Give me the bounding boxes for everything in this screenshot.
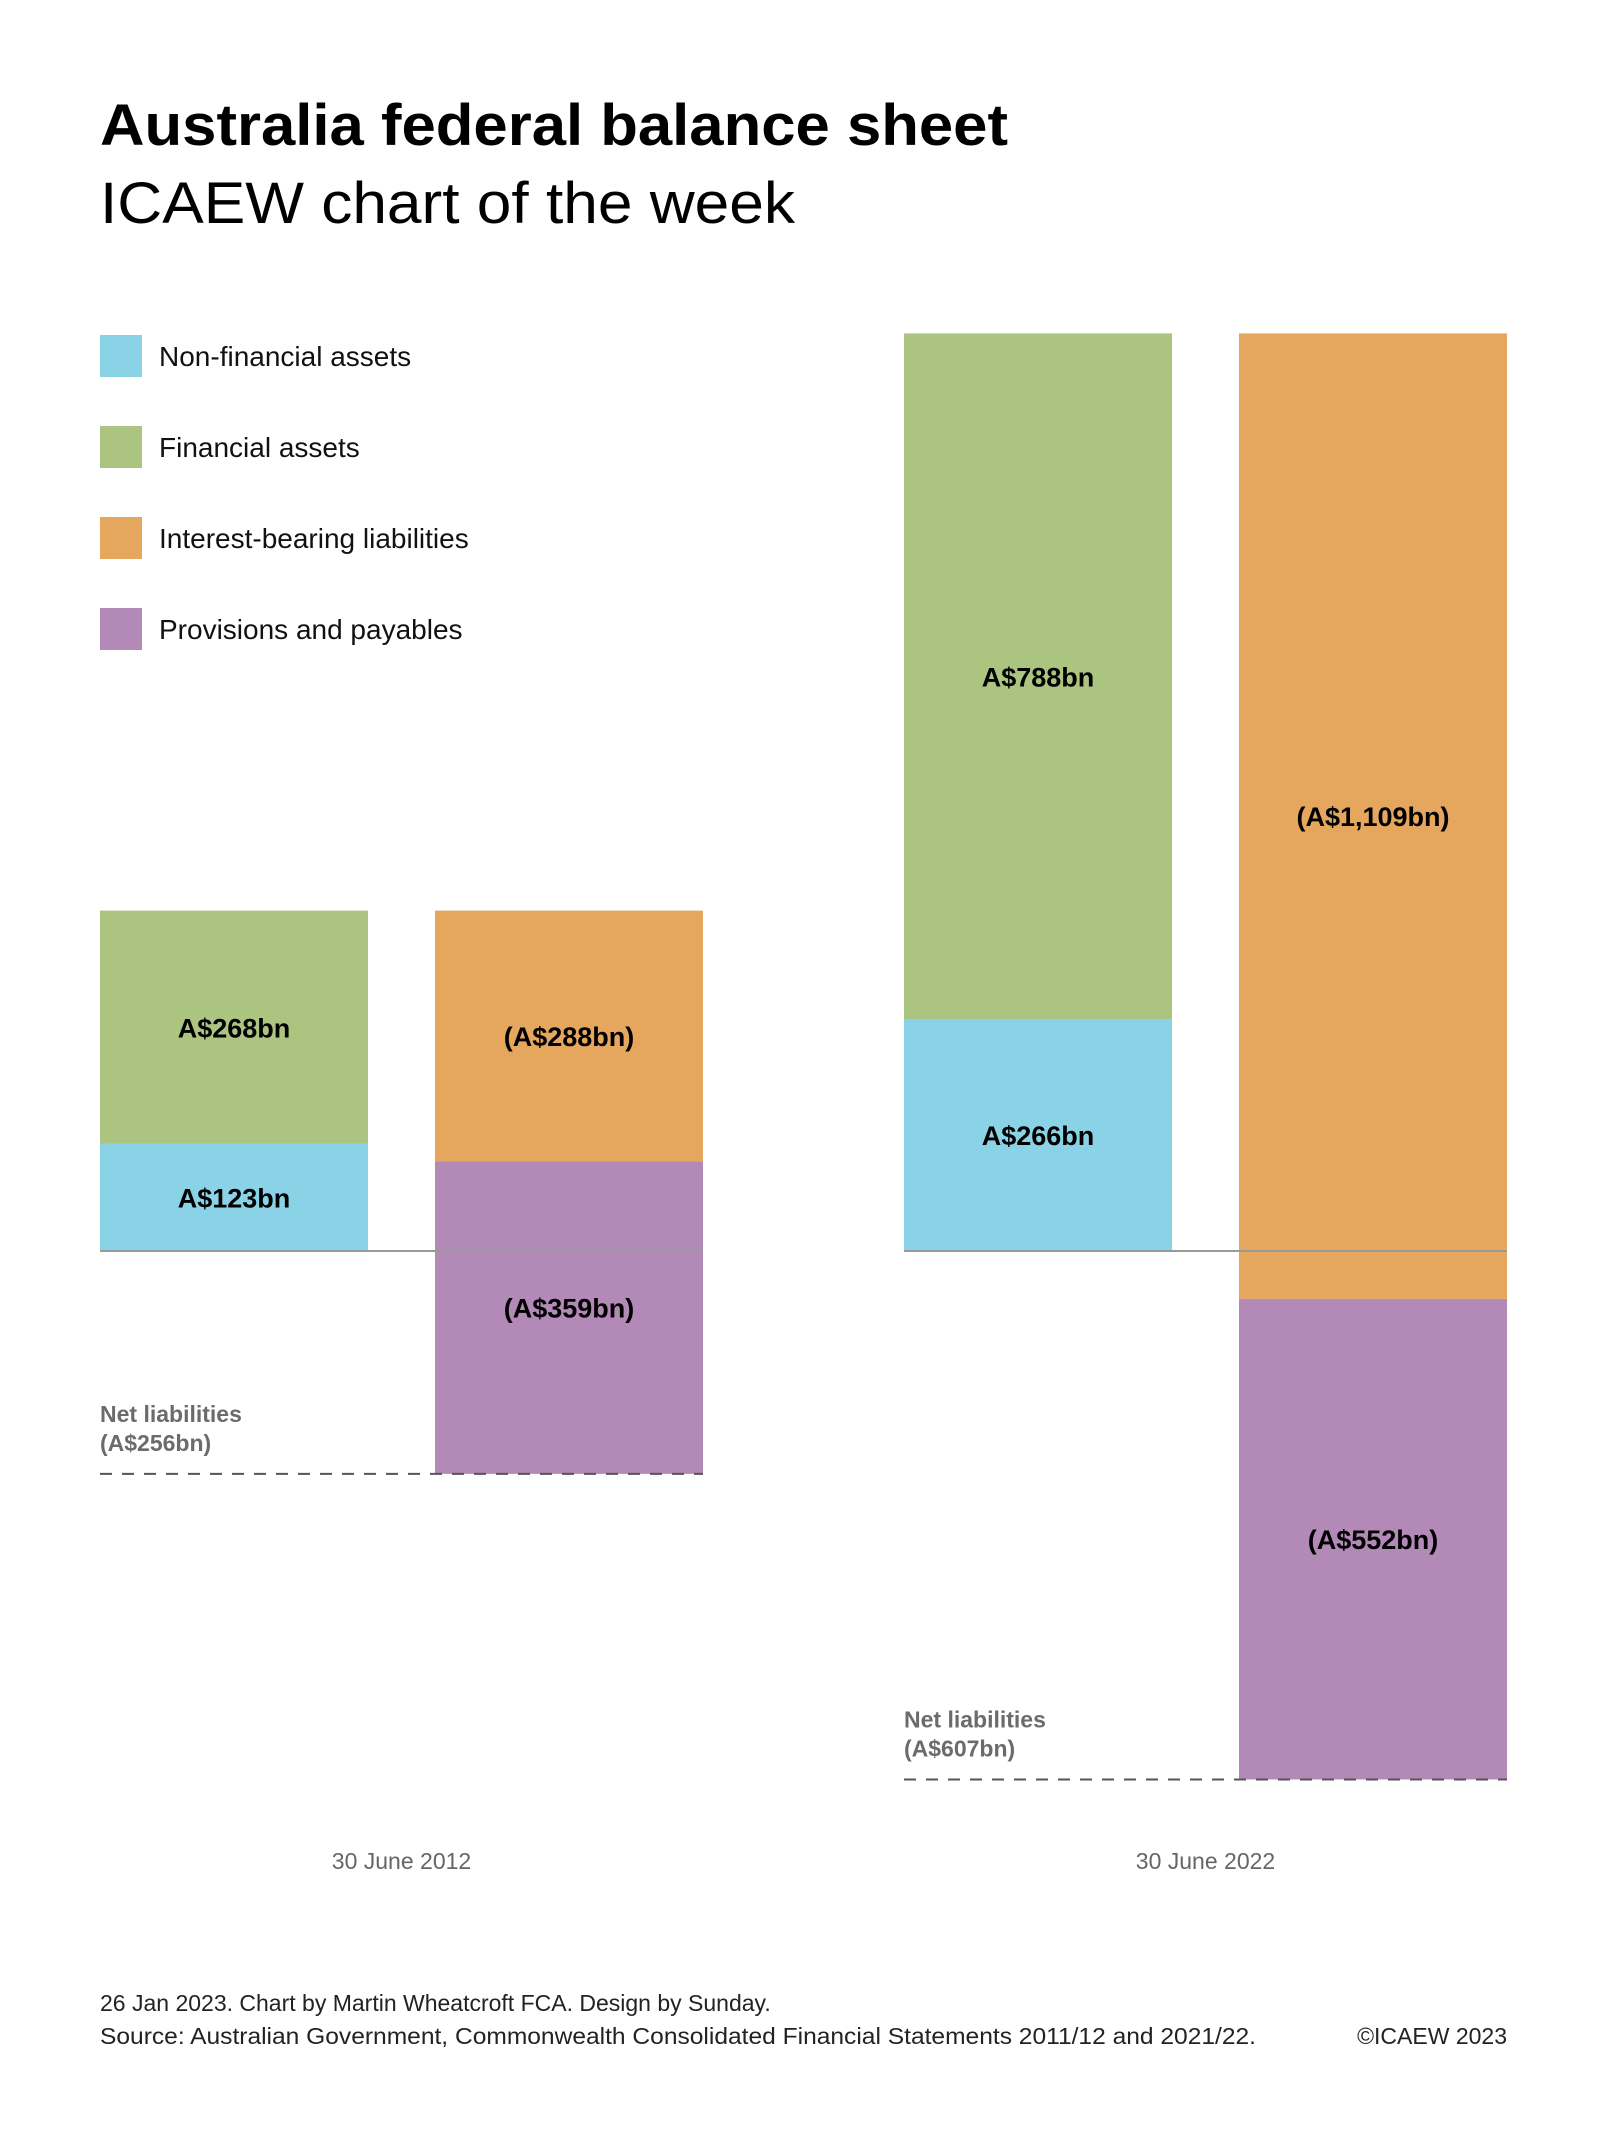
net-liabilities-value: (A$256bn) — [100, 1430, 211, 1456]
bar-segment-liability — [1239, 333, 1507, 1299]
bar-segment-asset — [100, 1143, 368, 1251]
legend-label: Financial assets — [159, 432, 360, 463]
bar-value-label: A$123bn — [178, 1183, 291, 1213]
footer-copyright: ©ICAEW 2023 — [1357, 2023, 1507, 2049]
bar-segment-asset — [100, 910, 368, 1144]
bar-value-label: (A$359bn) — [504, 1293, 635, 1323]
footer-source: Source: Australian Government, Commonwea… — [100, 2023, 1256, 2049]
bar-segment-asset — [904, 1019, 1172, 1251]
legend-swatch — [100, 335, 142, 377]
bar-segment-asset — [904, 333, 1172, 1020]
category-label: 30 June 2022 — [1136, 1848, 1275, 1874]
chart-title: Australia federal balance sheet — [100, 93, 1008, 158]
footer-credits: 26 Jan 2023. Chart by Martin Wheatcroft … — [100, 1990, 771, 2016]
net-liabilities-title: Net liabilities — [100, 1401, 242, 1427]
net-liabilities-value: (A$607bn) — [904, 1735, 1015, 1761]
bar-value-label: A$788bn — [982, 662, 1095, 692]
bar-value-label: (A$552bn) — [1308, 1525, 1439, 1555]
category-label: 30 June 2012 — [332, 1848, 471, 1874]
bar-segment-liability — [435, 910, 703, 1162]
legend-swatch — [100, 426, 142, 468]
bar-segment-liability — [1239, 1298, 1507, 1780]
bar-value-label: A$266bn — [982, 1121, 1095, 1151]
chart-subtitle: ICAEW chart of the week — [100, 171, 796, 236]
legend-label: Interest-bearing liabilities — [159, 523, 469, 554]
bar-value-label: A$268bn — [178, 1013, 291, 1043]
bar-segment-liability — [435, 1161, 703, 1474]
legend: Non-financial assets Financial assets Inte… — [100, 335, 469, 650]
legend-label: Non-financial assets — [159, 341, 411, 372]
net-liabilities-title: Net liabilities — [904, 1706, 1046, 1732]
bars: A$123bn A$268bn (A$288bn) (A$359bn) Net liab… — [100, 333, 1507, 1874]
bar-value-label: (A$288bn) — [504, 1022, 635, 1052]
legend-label: Provisions and payables — [159, 614, 463, 645]
bar-value-label: (A$1,109bn) — [1296, 802, 1449, 832]
legend-swatch — [100, 608, 142, 650]
legend-swatch — [100, 517, 142, 559]
